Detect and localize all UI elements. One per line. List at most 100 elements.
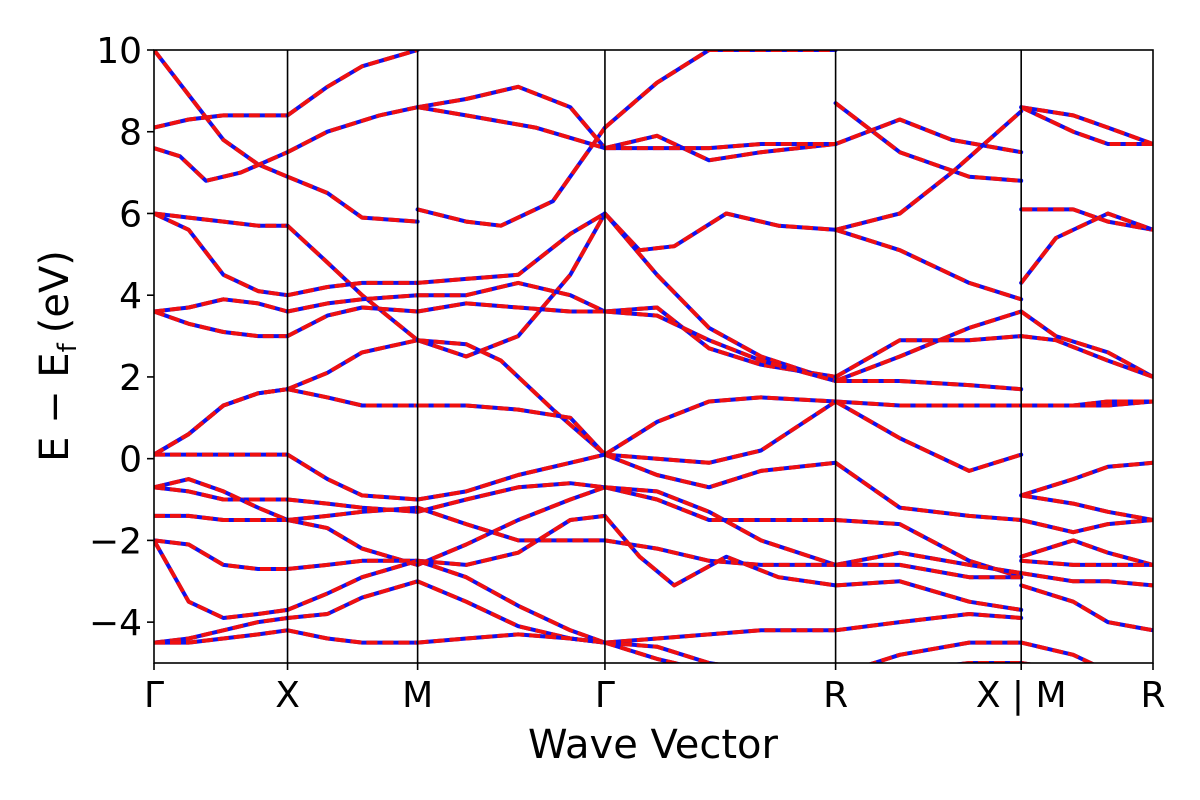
- band-7-seg-2-red: [417, 338, 607, 457]
- band-8-seg-5-red: [1020, 460, 1153, 498]
- band-10-seg-5-red: [1020, 518, 1153, 535]
- band-9-seg-4-blue: [833, 460, 1024, 522]
- band-8-seg-4-red: [834, 399, 1022, 473]
- band-13-seg-3-blue: [602, 513, 838, 588]
- band-16-seg-0-red: [154, 628, 288, 645]
- band-14-seg-5-red: [1020, 583, 1153, 633]
- x-tick-label-4: R: [823, 675, 848, 716]
- band-2-seg-5-red: [1021, 207, 1153, 232]
- band-7-seg-4-red: [835, 399, 1022, 408]
- band-6-seg-4-red: [835, 379, 1022, 392]
- band-15-seg-1-red: [287, 579, 419, 620]
- band-9-seg-3-red: [604, 452, 836, 490]
- band-14-seg-4-red: [835, 612, 1022, 633]
- band-3-seg-5-red: [1019, 211, 1153, 285]
- band-9-seg-4-red: [834, 461, 1022, 522]
- y-tick-label-5: 6: [119, 194, 142, 235]
- band-6-seg-3-red: [604, 309, 837, 383]
- band-12-seg-4-red: [835, 562, 1022, 580]
- band-0-seg-0-blue: [154, 50, 290, 179]
- band-11-seg-1-red: [287, 518, 419, 567]
- band-3-seg-3-red: [603, 211, 836, 253]
- y-tick-label-6: 8: [119, 113, 142, 154]
- band-0-seg-2-blue: [415, 125, 607, 228]
- band-5-seg-0-red: [154, 297, 289, 314]
- band-8-seg-0-red: [154, 387, 288, 457]
- band-lines: [154, 50, 1153, 663]
- x-axis-title: Wave Vector: [528, 722, 779, 768]
- band-1-seg-5-red: [1020, 105, 1153, 146]
- band-15-seg-3-red: [604, 640, 722, 663]
- band-15-seg-0-red: [154, 616, 288, 645]
- band-16-seg-1-red: [287, 628, 418, 645]
- band-0-seg-0-red: [154, 50, 289, 179]
- plot-frame: [153, 49, 1154, 664]
- band-9-seg-2-red: [417, 452, 606, 502]
- band-15-seg-3-blue: [602, 640, 722, 663]
- band-10-seg-3-red: [604, 485, 836, 522]
- band-1-seg-1-blue: [285, 50, 420, 118]
- band-7-seg-2-blue: [415, 338, 607, 457]
- band-4-seg-2-red: [417, 211, 606, 285]
- band-1-seg-1-red: [286, 50, 419, 118]
- x-tick-label-5: X | M: [976, 675, 1067, 716]
- band-3-seg-2-red: [416, 212, 607, 359]
- band-12-seg-2-red: [416, 505, 605, 543]
- y-tick-label-3: 2: [119, 358, 142, 399]
- band-13-seg-5-red: [1020, 571, 1153, 588]
- band-9-seg-1-blue: [285, 452, 420, 502]
- band-5-seg-1-red: [287, 293, 418, 314]
- band-15-seg-5-red: [1020, 640, 1096, 663]
- band-14-seg-1-red: [286, 558, 419, 612]
- band-0-seg-4-red: [834, 101, 1022, 183]
- band-12-seg-0-red: [154, 513, 288, 522]
- band-12-seg-1-red: [287, 505, 418, 522]
- band-6-seg-1-red: [286, 305, 418, 338]
- band-6-seg-0-red: [154, 309, 288, 339]
- band-9-seg-1-red: [286, 452, 418, 502]
- band-1-seg-3-red: [604, 133, 836, 163]
- band-1-seg-0-red: [154, 113, 288, 130]
- band-8-seg-1-red: [287, 387, 418, 408]
- band-8-seg-4-blue: [833, 399, 1024, 473]
- y-tick-label-0: −4: [89, 603, 142, 644]
- band-11-seg-3-red: [604, 485, 837, 567]
- y-axis-title-unit: (eV): [32, 250, 78, 333]
- band-2-seg-0-red: [154, 146, 289, 183]
- band-13-seg-2-red: [417, 513, 606, 567]
- band-14-seg-3-red: [604, 628, 836, 645]
- x-tick-label-0: Γ: [144, 675, 164, 716]
- band-14-seg-0-blue: [154, 538, 290, 620]
- y-tick-label-7: 10: [96, 31, 142, 72]
- band-11-seg-0-red: [154, 477, 289, 522]
- band-4-seg-0-red: [154, 211, 288, 298]
- band-15-seg-4-red: [867, 640, 1022, 663]
- band-1-seg-4-red: [834, 117, 1022, 155]
- band-1-seg-2-red: [417, 84, 607, 150]
- band-13-seg-1-red: [287, 558, 418, 571]
- band-3-seg-1-red: [286, 224, 419, 342]
- band-0-seg-3-red: [603, 50, 836, 130]
- y-tick-label-1: −2: [89, 521, 142, 562]
- band-0-seg-2-red: [417, 126, 607, 228]
- band-4-seg-3-red: [603, 212, 837, 383]
- y-axis-title-subscript: f: [53, 342, 83, 352]
- y-axis-title: E − Ef (eV): [32, 250, 83, 462]
- high-symmetry-lines: [286, 50, 1022, 663]
- band-6-seg-2-red: [417, 301, 605, 314]
- band-3-seg-4-red: [834, 227, 1022, 302]
- band-7-seg-3-red: [603, 395, 836, 457]
- band-2-seg-1-red: [286, 105, 419, 154]
- band-13-seg-3-red: [603, 514, 836, 588]
- band-4-seg-2-blue: [415, 211, 607, 285]
- band-15-seg-2-red: [416, 579, 606, 645]
- band-11-seg-4-red: [835, 550, 1022, 576]
- band-14-seg-4-blue: [833, 612, 1024, 633]
- band-0-seg-3-blue: [602, 50, 838, 130]
- band-7-seg-5-red: [1021, 399, 1153, 408]
- band-5-seg-3-blue: [602, 305, 838, 379]
- band-10-seg-2-red: [417, 481, 606, 514]
- band-14-seg-2-red: [416, 558, 606, 645]
- band-11-seg-2-red: [416, 485, 606, 567]
